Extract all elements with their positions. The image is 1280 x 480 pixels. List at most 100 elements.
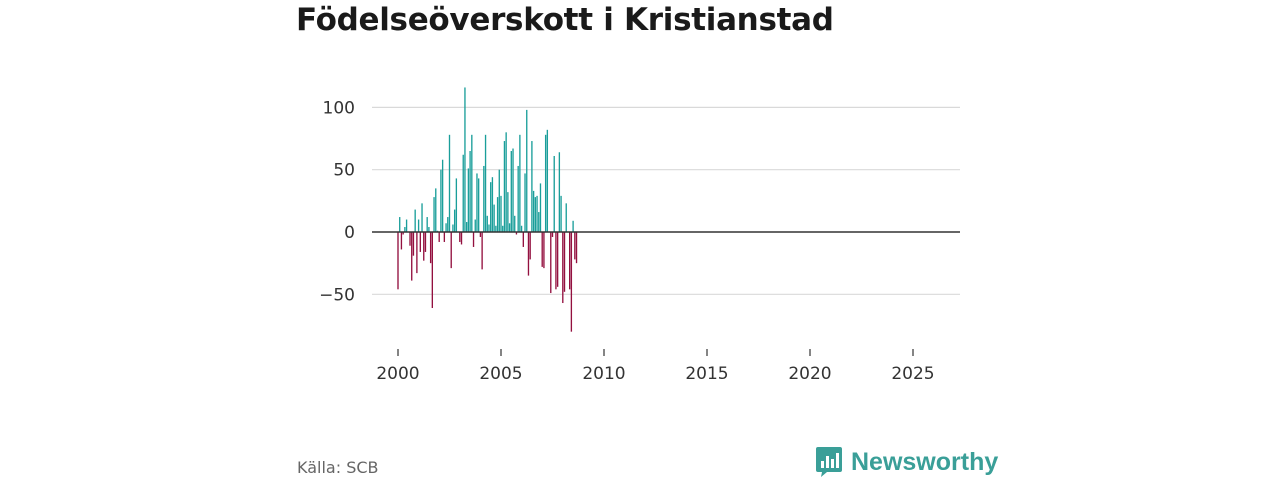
bar (515, 232, 518, 235)
chart-title: Födelseöverskott i Kristianstad (296, 2, 834, 38)
bar (512, 148, 514, 232)
bar (429, 232, 432, 264)
bars (397, 87, 578, 332)
y-axis-labels: 100 50 0 −50 (319, 98, 355, 305)
y-tick-label: −50 (319, 285, 355, 305)
bar (486, 215, 488, 232)
bar (431, 232, 433, 309)
bar (460, 232, 463, 245)
x-tick-label: 2010 (582, 364, 625, 384)
bar (491, 177, 494, 232)
bar (450, 232, 452, 269)
bar (527, 232, 530, 276)
bar (538, 212, 540, 232)
bar (478, 178, 480, 232)
bar (411, 232, 413, 281)
bar (526, 109, 528, 232)
bar (556, 232, 559, 287)
y-tick-label: 100 (323, 98, 355, 118)
bar (505, 132, 507, 232)
bar (572, 220, 574, 232)
bar (532, 190, 535, 232)
bar (453, 209, 456, 232)
bar (397, 232, 399, 290)
bar (550, 232, 552, 294)
bar (448, 134, 451, 232)
source-label: Källa: SCB (297, 458, 379, 477)
grid-lines (372, 106, 960, 295)
bar (553, 155, 555, 232)
bar (536, 195, 538, 232)
x-tick-label: 2020 (788, 364, 831, 384)
bar (435, 188, 437, 232)
x-tick-label: 2025 (891, 364, 934, 384)
bar (417, 219, 420, 232)
bar (412, 232, 415, 256)
bar (466, 222, 468, 232)
bar (409, 232, 411, 246)
bar (524, 173, 526, 232)
bar (419, 232, 421, 252)
bar (531, 141, 533, 232)
bar (471, 134, 473, 232)
bar (569, 232, 571, 290)
bar (555, 232, 557, 290)
bar (447, 217, 449, 232)
bar (404, 227, 406, 232)
bar (546, 129, 549, 232)
bar (558, 152, 561, 232)
bar (514, 215, 516, 232)
bar (399, 217, 401, 232)
bar (426, 217, 428, 232)
bar (481, 232, 483, 270)
bar (541, 232, 543, 267)
y-tick-label: 0 (344, 223, 355, 243)
bar (522, 232, 524, 247)
bar (433, 197, 435, 232)
bar (455, 178, 458, 232)
bar (445, 223, 447, 232)
x-tick-label: 2000 (376, 364, 419, 384)
bar (544, 134, 547, 232)
bar (519, 134, 521, 232)
bar (416, 232, 418, 274)
bar (479, 232, 482, 237)
bar (502, 225, 504, 232)
bar (498, 169, 500, 232)
newsworthy-logo-icon (816, 447, 842, 477)
bar (534, 197, 536, 232)
brand-name: Newsworthy (851, 447, 999, 476)
bar (495, 225, 497, 232)
bar (539, 183, 542, 232)
bar (503, 141, 506, 232)
bar (469, 151, 471, 232)
bar (560, 195, 562, 232)
bar (484, 134, 487, 232)
bar (424, 232, 427, 252)
bar (490, 182, 492, 232)
bar (565, 203, 567, 232)
newsworthy-brand[interactable]: Newsworthy (815, 446, 998, 478)
bar (443, 232, 446, 242)
bar (508, 223, 511, 232)
bar (464, 87, 466, 233)
bar (462, 154, 464, 232)
bar (459, 232, 461, 242)
bar (488, 224, 490, 232)
bar-chart: 100 50 0 −50 2000 2005 2010 2015 2020 2025 (319, 87, 960, 384)
bar (452, 224, 454, 232)
bar (551, 232, 554, 237)
bar (441, 159, 444, 232)
bar (423, 232, 425, 261)
bar (529, 232, 531, 260)
bar (574, 232, 576, 260)
bar (510, 151, 512, 232)
bar (476, 173, 478, 232)
bar (507, 192, 509, 232)
bar (472, 232, 475, 247)
bar (496, 197, 499, 232)
bar (414, 209, 416, 232)
bar (421, 203, 423, 232)
x-axis: 2000 2005 2010 2015 2020 2025 (376, 349, 935, 384)
bar (405, 219, 408, 232)
